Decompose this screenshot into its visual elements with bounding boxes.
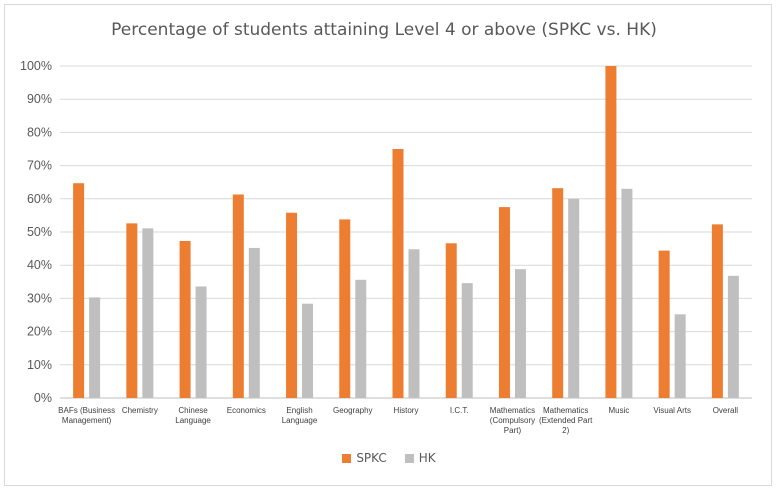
x-tick-label: Visual Arts [653,406,691,415]
bar-spkc [232,194,244,398]
bar-spkc [126,223,138,398]
y-tick-label: 0% [34,391,52,405]
bar-spkc [711,224,723,398]
y-tick-label: 100% [20,59,52,73]
bar-hk [514,269,526,398]
y-tick-label: 30% [27,291,52,305]
legend-item-spkc: SPKC [342,451,387,465]
legend-item-hk: HK [404,451,436,465]
legend-label-spkc: SPKC [356,451,387,465]
y-tick-label: 40% [27,258,52,272]
x-tick-label: English Language [282,406,318,425]
bar-spkc [552,188,564,398]
bar-hk [408,249,420,398]
x-tick-label: Music [608,406,629,415]
y-tick-label: 50% [27,225,52,239]
x-tick-label: Overall [713,406,739,415]
legend: SPKC HK [0,451,778,465]
bar-hk [461,283,473,398]
x-tick-label: Mathematics (Extended Part 2) [539,406,593,435]
chart-title: Percentage of students attaining Level 4… [111,20,657,40]
y-tick-label: 20% [27,325,52,339]
x-tick-label: I.C.T. [450,406,469,415]
x-tick-label: Economics [227,406,266,415]
bar-hk [142,228,154,398]
bar-spkc [658,250,670,398]
bar-hk [674,314,686,398]
y-tick-label: 70% [27,159,52,173]
x-tick-label: Geography [333,406,373,415]
x-tick-label: History [394,406,419,415]
x-tick-label: BAFs (Business Management) [58,406,115,425]
bar-spkc [605,66,617,398]
y-tick-label: 90% [27,92,52,106]
legend-swatch-spkc [342,453,352,463]
legend-swatch-hk [404,453,414,463]
x-tick-label: Chemistry [122,406,158,415]
y-tick-label: 80% [27,125,52,139]
bar-hk [89,297,101,398]
bar-spkc [392,149,404,398]
x-tick-label: Chinese Language [175,406,211,425]
y-tick-label: 10% [27,358,52,372]
y-tick-label: 60% [27,192,52,206]
bar-spkc [445,243,457,398]
legend-label-hk: HK [418,451,436,465]
bar-hk [568,198,580,398]
bar-spkc [73,183,85,398]
bar-hk [355,279,367,398]
bar-hk [621,188,633,398]
bar-hk [248,247,260,398]
x-tick-label: Mathematics (Compulsory Part) [490,406,535,435]
bar-spkc [339,219,351,398]
bar-hk [195,286,207,398]
bar-spkc [498,207,510,398]
bar-hk [302,303,314,398]
bar-spkc [286,212,298,398]
bar-hk [727,275,739,398]
bar-spkc [179,240,191,398]
